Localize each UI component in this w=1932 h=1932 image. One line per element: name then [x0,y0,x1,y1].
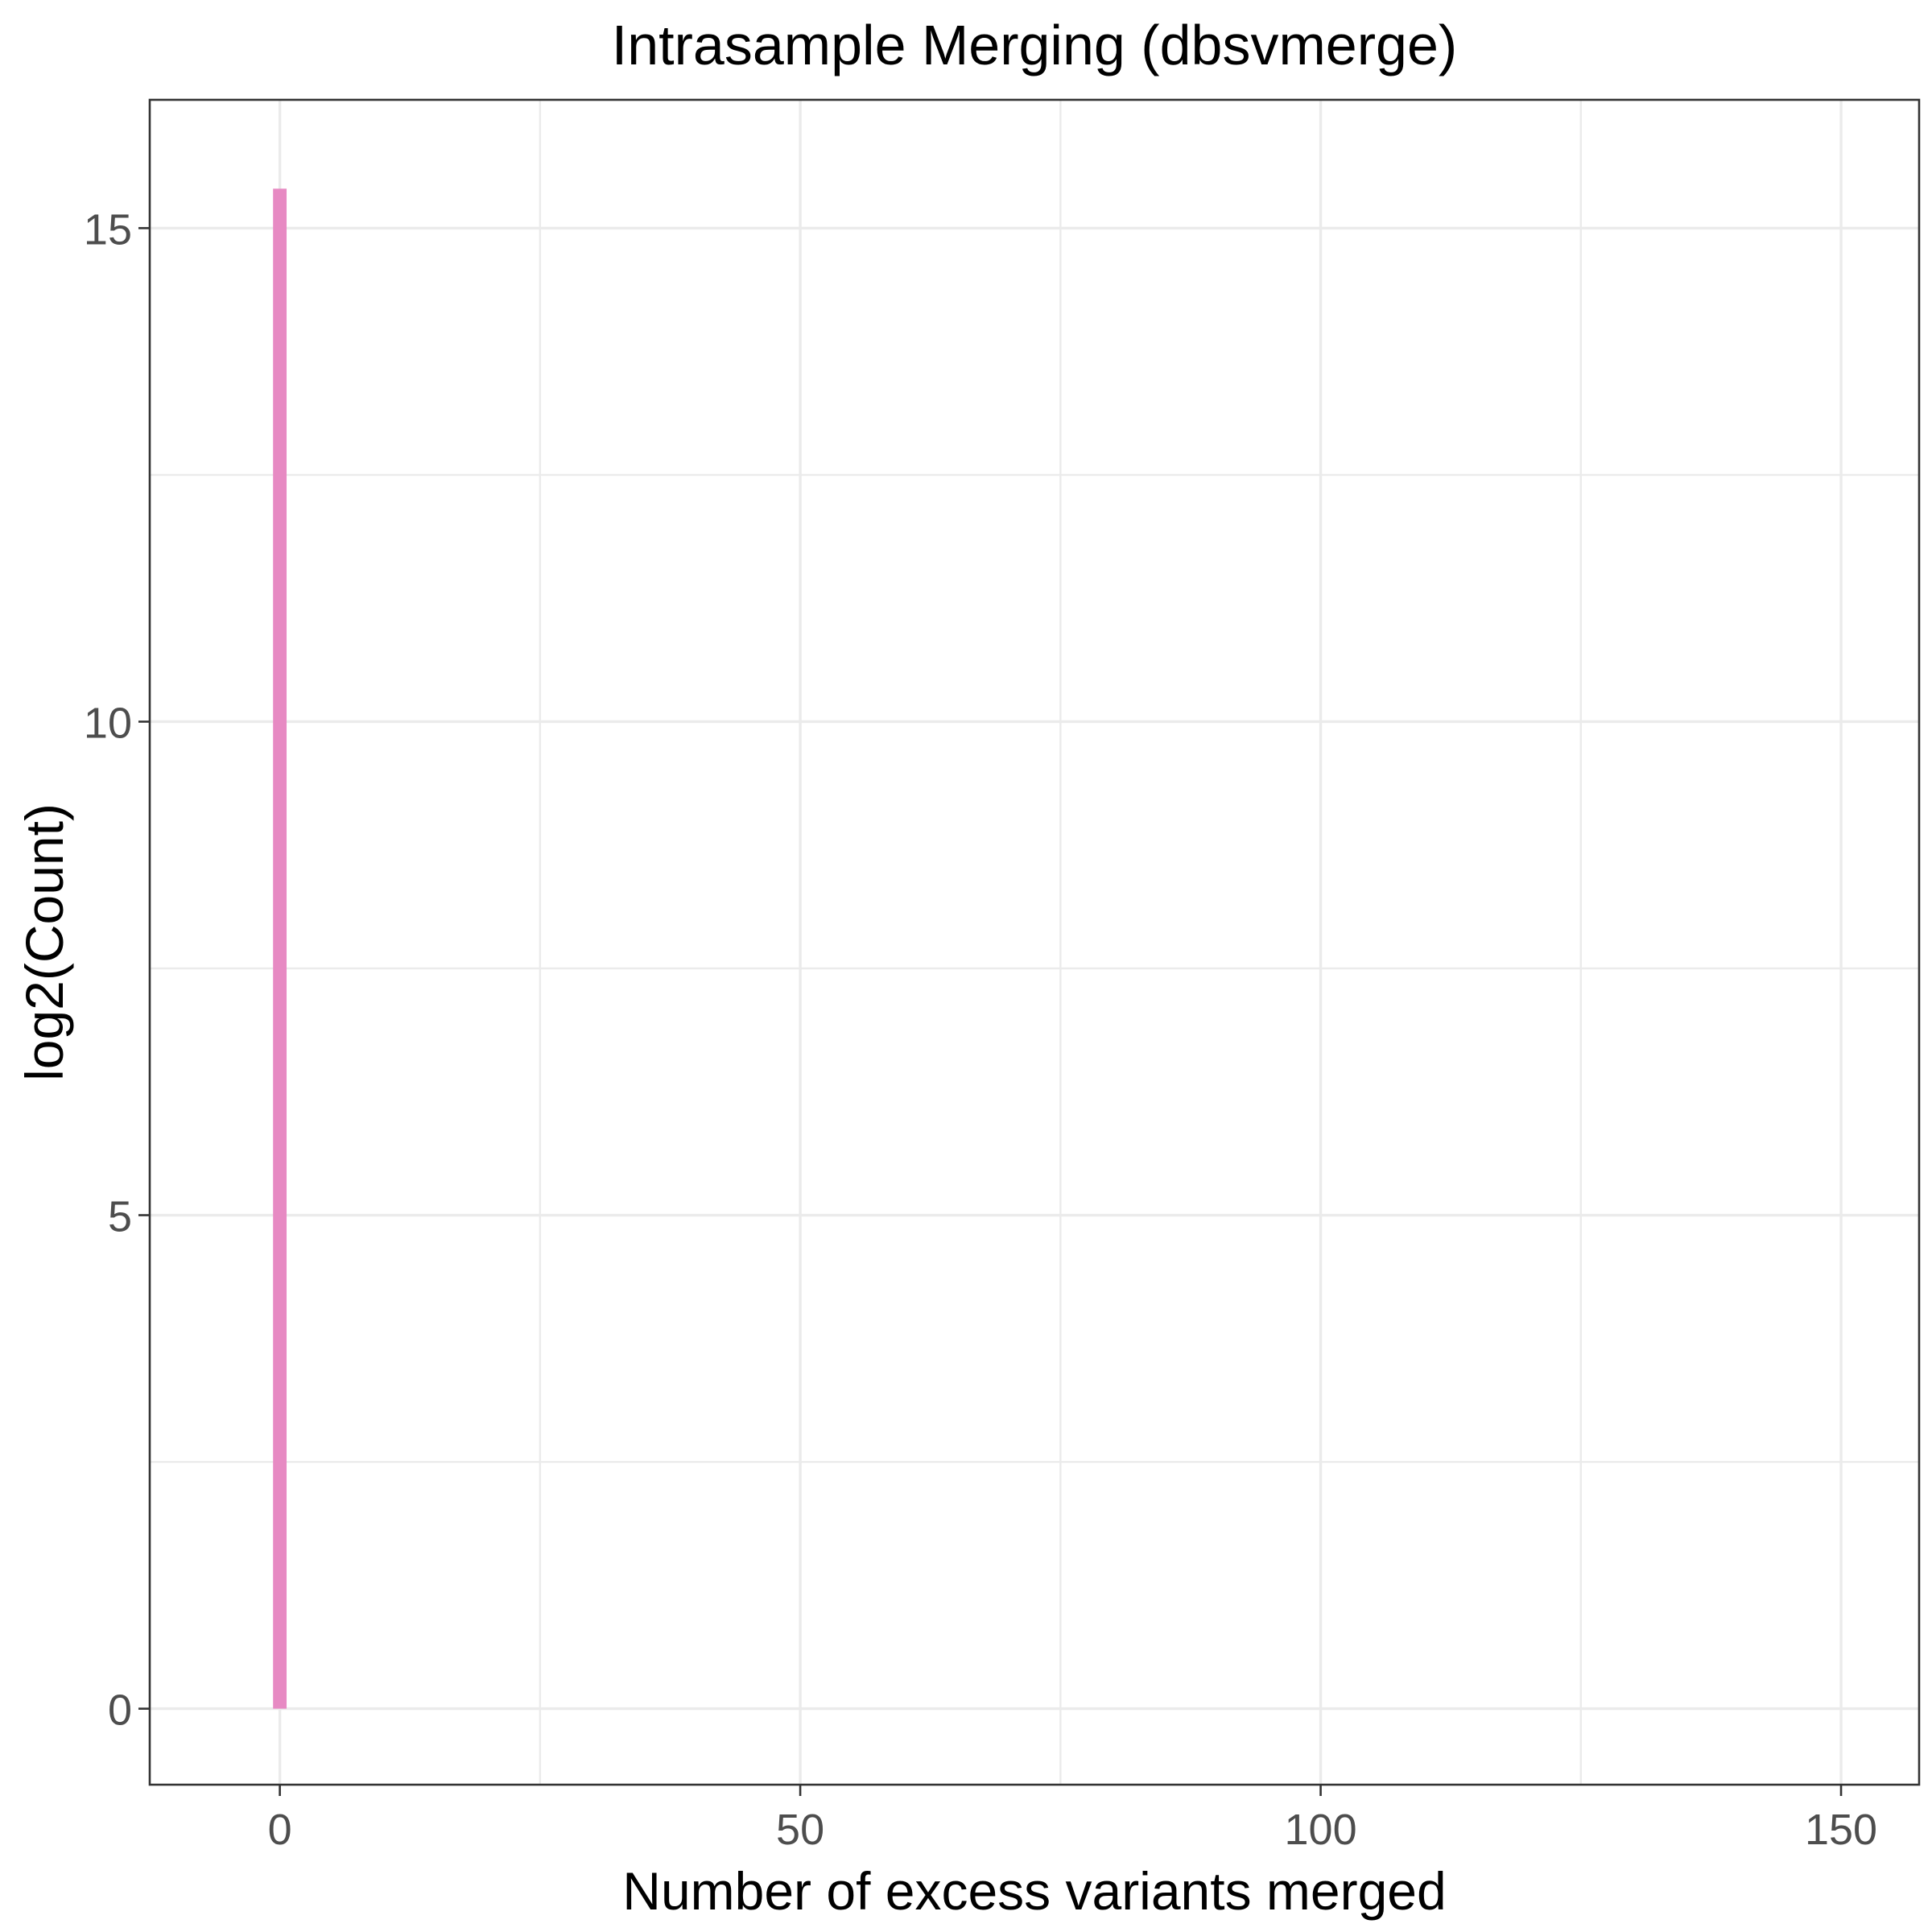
panel-border [148,98,1921,1786]
y-tick-label: 0 [108,1686,132,1735]
y-tick-label: 15 [84,205,132,254]
x-axis: 0 50 100 150 [268,1785,1877,1854]
y-axis-title: log2(Count) [14,803,74,1081]
x-tick-label: 0 [268,1806,292,1854]
x-axis-title: Number of excess variants merged [622,1861,1446,1921]
bars [273,188,287,1709]
chart-title: Intrasample Merging (dbsvmerge) [612,14,1457,76]
y-tick-label: 5 [108,1193,132,1241]
major-gridlines [150,100,1919,1785]
y-axis: 0 5 10 15 [84,205,150,1735]
x-tick-label: 150 [1805,1806,1877,1854]
bar [273,188,287,1709]
x-tick-label: 50 [776,1806,824,1854]
y-tick-label: 10 [84,699,132,747]
minor-gridlines [150,100,1919,1785]
x-tick-label: 100 [1285,1806,1357,1854]
